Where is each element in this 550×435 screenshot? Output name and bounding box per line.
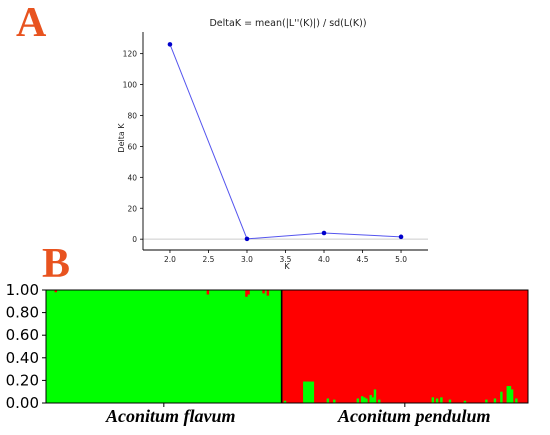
delta-k-y-axis-label: Delta K — [117, 123, 126, 153]
individual-bar — [463, 400, 467, 403]
delta-k-axes: 0 20 40 60 80 100 120 2.0 2.5 3.0 3.5 4.0 4.5 5.0 — [123, 32, 428, 264]
structure-axes: 0.00 0.20 0.40 0.60 0.80 1.00 — [6, 281, 529, 412]
individual-bar — [305, 381, 308, 403]
individual-bar — [440, 397, 443, 403]
individual-bar — [431, 397, 435, 403]
y-tick-label: 1.00 — [6, 281, 39, 299]
individual-bar — [363, 397, 366, 403]
individual-bar — [245, 290, 248, 297]
individual-bar — [326, 398, 330, 403]
y-tick-label: 0.60 — [6, 326, 39, 344]
individual-bar — [54, 290, 58, 293]
panel-a-letter: A — [16, 0, 47, 46]
y-tick-label: 40 — [127, 173, 137, 182]
x-tick-label: 4.0 — [318, 255, 330, 264]
individual-bar — [303, 381, 306, 403]
x-tick-label: 2.5 — [203, 255, 215, 264]
delta-k-point — [167, 42, 173, 47]
delta-k-series-line — [169, 44, 402, 240]
individual-bar — [309, 381, 312, 403]
structure-bars — [46, 290, 528, 403]
individual-bar — [506, 386, 510, 403]
individual-bar — [500, 391, 503, 403]
individual-bar — [371, 397, 375, 403]
individual-bar — [369, 395, 372, 403]
x-tick-label: 2.0 — [164, 255, 176, 264]
y-tick-label: 0 — [132, 235, 137, 244]
individual-bar — [307, 381, 310, 403]
individual-bar — [493, 398, 497, 403]
x-tick-label: 4.5 — [357, 255, 369, 264]
x-tick-label: 5.0 — [395, 255, 407, 264]
plot-frame — [45, 289, 529, 404]
delta-k-chart-title: DeltaK = mean(|L''(K)|) / sd(L(K)) — [209, 18, 366, 29]
individual-bar — [262, 290, 265, 294]
panel-b-letter: B — [42, 241, 71, 287]
delta-k-line-chart: DeltaK = mean(|L''(K)|) / sd(L(K)) Delta… — [117, 18, 428, 271]
individual-bar — [510, 389, 514, 403]
individual-bar — [508, 386, 512, 403]
y-tick-label: 60 — [127, 142, 137, 151]
y-tick-label: 120 — [123, 50, 138, 59]
delta-k-point — [244, 236, 250, 242]
y-tick-label: 20 — [127, 204, 137, 213]
individual-bar — [435, 398, 439, 403]
group-background-1 — [281, 290, 528, 403]
individual-bar — [311, 381, 315, 403]
x-tick-label: 3.5 — [280, 255, 292, 264]
y-tick-label: 100 — [123, 81, 138, 90]
x-tick-label: 3.0 — [241, 255, 253, 264]
group-background-0 — [46, 290, 282, 403]
individual-bar — [356, 398, 360, 403]
individual-bar — [448, 399, 452, 403]
delta-k-point — [398, 234, 404, 240]
y-tick-label: 0.20 — [6, 371, 39, 389]
individual-bar — [206, 290, 210, 295]
y-tick-label: 80 — [127, 111, 137, 120]
delta-k-marks — [167, 42, 404, 242]
delta-k-point — [321, 230, 327, 236]
individual-bar — [283, 400, 287, 403]
delta-k-x-axis-label: K — [284, 262, 290, 271]
individual-bar — [365, 398, 368, 403]
group-label-aconitum-flavum: Aconitum flavum — [106, 406, 236, 426]
individual-bar — [378, 399, 381, 403]
y-tick-label: 0.00 — [6, 394, 39, 412]
individual-bar — [360, 396, 364, 403]
individual-bar — [247, 290, 250, 295]
individual-bar — [485, 399, 488, 403]
y-tick-label: 0.80 — [6, 304, 39, 322]
group-label-aconitum-pendulum: Aconitum pendulum — [338, 406, 491, 426]
individual-bar — [515, 398, 518, 403]
y-tick-label: 0.40 — [6, 349, 39, 367]
individual-bar — [333, 399, 336, 403]
structure-bar-chart: 0.00 0.20 0.40 0.60 0.80 1.00 — [6, 281, 529, 412]
individual-bar — [373, 389, 377, 403]
individual-bar — [266, 290, 270, 296]
